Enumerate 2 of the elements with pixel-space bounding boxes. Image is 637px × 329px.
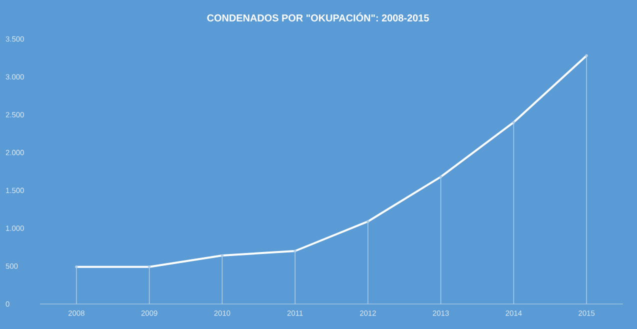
line-series	[75, 54, 588, 268]
chart-title: CONDENADOS POR "OKUPACIÓN": 2008-2015	[207, 12, 429, 22]
